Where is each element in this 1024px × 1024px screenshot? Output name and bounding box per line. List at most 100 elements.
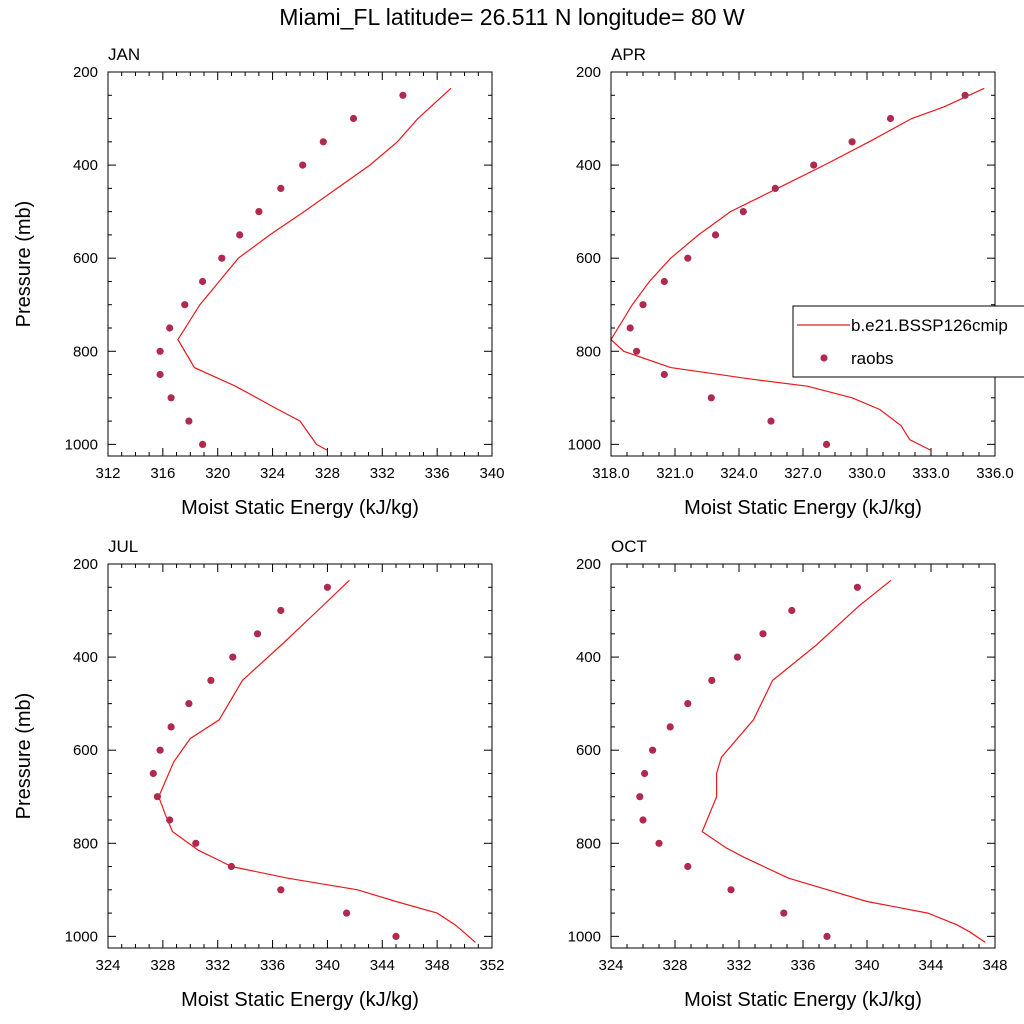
obs-point-jul: [253, 630, 262, 638]
obs-point-oct: [759, 630, 767, 638]
axes-frame-jul: [107, 563, 493, 949]
x-tick-label: 352: [479, 957, 504, 974]
obs-point-jul: [166, 816, 174, 824]
obs-point-apr: [660, 370, 668, 379]
x-tick-label: 324: [95, 957, 120, 974]
x-tick-label: 332: [205, 957, 230, 974]
x-tick-label: 320: [205, 465, 230, 482]
y-tick-label: 400: [576, 649, 601, 666]
obs-point-jan: [349, 114, 358, 123]
model-line-apr: [610, 87, 985, 451]
y-tick-label: 600: [576, 742, 601, 759]
obs-point-apr: [660, 277, 668, 286]
y-tick-label: 400: [73, 157, 98, 174]
obs-point-jul: [323, 583, 331, 591]
panel-jan: 312 316 320 324 328 332 336 340 200 400 600 800 1000…: [13, 45, 505, 519]
x-tick-label: 332: [726, 957, 751, 974]
x-tick-label: 316: [150, 465, 175, 482]
obs-point-jan: [185, 417, 193, 425]
y-tick-label: 200: [73, 64, 98, 81]
obs-point-apr: [711, 231, 720, 239]
x-axis-label: Moist Static Energy (kJ/kg): [684, 497, 922, 519]
legend-box: [792, 305, 1024, 378]
legend-model-label: b.e21.BSSP126cmip: [851, 316, 1008, 335]
legend-obs-swatch: [820, 354, 828, 362]
legend-obs-label: raobs: [851, 349, 894, 368]
y-tick-label: 200: [73, 556, 98, 573]
x-tick-label: 348: [982, 957, 1007, 974]
obs-point-apr: [739, 208, 747, 216]
obs-point-jan: [277, 184, 285, 192]
obs-point-jul: [277, 606, 285, 615]
axes-frame-apr: [610, 71, 996, 457]
panel-label-jul: JUL: [108, 537, 138, 556]
x-tick-label: 344: [370, 957, 395, 974]
x-tick-label: 328: [662, 957, 687, 974]
obs-point-jan: [319, 138, 327, 146]
figure-title: Miami_FL latitude= 26.511 N longitude= 8…: [279, 4, 745, 30]
model-line-oct: [701, 579, 986, 943]
obs-point-apr: [626, 324, 634, 332]
x-tick-label: 328: [150, 957, 175, 974]
obs-point-jul: [156, 746, 164, 754]
y-tick-label: 1000: [568, 928, 601, 945]
panel-label-jan: JAN: [108, 45, 140, 64]
obs-point-apr: [822, 440, 831, 448]
legend: b.e21.BSSP126cmip raobs: [792, 305, 1024, 378]
y-tick-label: 800: [73, 343, 98, 360]
x-axis-label: Moist Static Energy (kJ/kg): [181, 989, 419, 1011]
axes-frame-oct: [610, 563, 996, 949]
obs-point-jul: [277, 886, 285, 894]
panel-apr: 318.0 321.0 324.0 327.0 330.0 333.0 336.0 200 40…: [568, 45, 1014, 519]
x-tick-label: 327.0: [784, 465, 822, 482]
obs-point-oct: [639, 816, 647, 824]
obs-point-jul: [167, 723, 175, 731]
obs-point-oct: [823, 932, 831, 941]
x-tick-label: 336: [425, 465, 450, 482]
obs-point-jan: [156, 347, 164, 355]
x-tick-label: 336: [260, 957, 285, 974]
x-tick-label: 328: [315, 465, 340, 482]
x-tick-label: 336: [790, 957, 815, 974]
x-tick-label: 324.0: [720, 465, 758, 482]
obs-point-jan: [255, 208, 263, 216]
obs-point-jul: [343, 909, 351, 917]
x-tick-label: 340: [854, 957, 879, 974]
obs-point-jan: [199, 277, 207, 286]
obs-point-oct: [708, 676, 716, 685]
y-axis-label: Pressure (mb): [13, 201, 35, 328]
obs-point-oct: [649, 746, 657, 754]
y-tick-label: 1000: [65, 928, 98, 945]
obs-point-jan: [236, 231, 244, 239]
y-tick-label: 600: [576, 250, 601, 267]
obs-point-oct: [655, 839, 663, 847]
model-line-jul: [158, 579, 476, 943]
x-tick-label: 348: [425, 957, 450, 974]
y-tick-label: 1000: [65, 436, 98, 453]
obs-point-jan: [166, 324, 174, 332]
y-tick-label: 600: [73, 250, 98, 267]
panel-oct: 324 328 332 336 340 344 348 200 400 600 800 1000 OCT…: [568, 537, 1008, 1011]
obs-point-oct: [666, 723, 674, 731]
obs-point-oct: [636, 793, 644, 801]
obs-point-jan: [218, 254, 226, 262]
obs-point-jul: [227, 862, 235, 871]
obs-point-oct: [684, 700, 692, 708]
panel-label-apr: APR: [611, 45, 646, 64]
obs-point-apr: [639, 301, 647, 309]
x-tick-label: 321.0: [656, 465, 694, 482]
obs-point-jul: [153, 793, 161, 801]
x-axis-label: Moist Static Energy (kJ/kg): [684, 989, 922, 1011]
obs-point-jul: [192, 839, 200, 847]
obs-point-oct: [788, 606, 796, 615]
y-tick-label: 600: [73, 742, 98, 759]
panel-jul: 324 328 332 336 340 344 348 352 200 400 600 800 1000…: [13, 537, 505, 1011]
obs-point-jan: [399, 91, 407, 99]
x-tick-label: 333.0: [912, 465, 950, 482]
x-tick-label: 340: [315, 957, 340, 974]
x-axis-label: Moist Static Energy (kJ/kg): [181, 497, 419, 519]
obs-point-oct: [684, 862, 692, 871]
obs-point-jul: [229, 653, 237, 661]
panel-label-oct: OCT: [611, 537, 647, 556]
obs-point-jan: [199, 440, 207, 448]
